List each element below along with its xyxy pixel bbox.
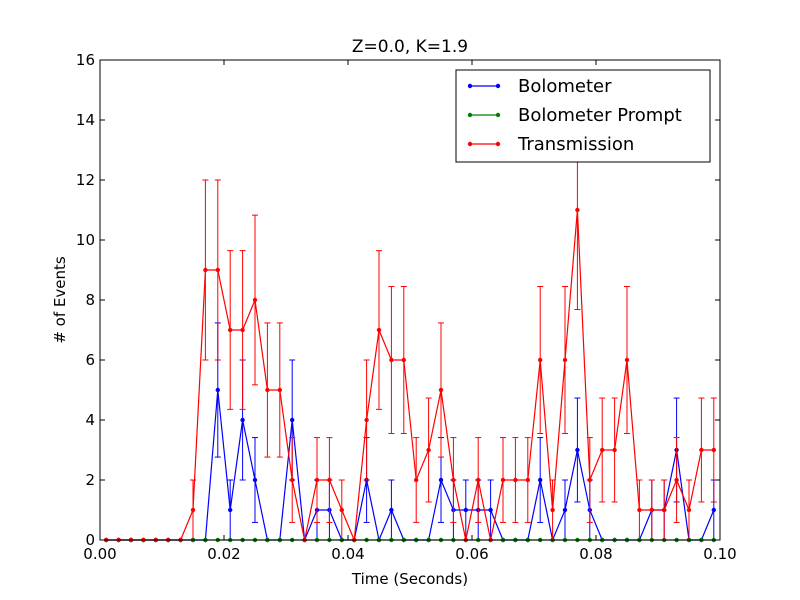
data-point xyxy=(426,447,431,453)
data-point xyxy=(575,447,580,453)
data-point xyxy=(228,507,233,513)
data-point xyxy=(389,507,394,513)
data-point xyxy=(339,507,344,513)
data-point xyxy=(438,387,444,393)
data-point xyxy=(562,507,568,513)
data-point xyxy=(600,447,605,453)
legend-marker xyxy=(467,141,473,147)
data-point xyxy=(215,267,220,273)
series-2 xyxy=(104,110,717,543)
y-tick-label: 6 xyxy=(85,351,95,369)
data-point xyxy=(637,507,642,513)
data-point xyxy=(500,477,506,483)
x-tick-label: 0.04 xyxy=(331,545,364,563)
data-point xyxy=(674,477,679,483)
y-tick-label: 8 xyxy=(85,291,95,309)
data-point xyxy=(525,477,530,483)
data-point xyxy=(711,447,716,453)
data-point xyxy=(699,447,704,453)
data-point xyxy=(438,477,444,483)
data-point xyxy=(277,387,282,393)
legend: Bolometer Bolometer Prompt Transmission xyxy=(455,69,711,163)
legend-marker xyxy=(495,83,501,89)
data-point xyxy=(624,357,630,363)
series-line xyxy=(106,209,714,541)
data-point xyxy=(587,477,592,483)
legend-label: Bolometer Prompt xyxy=(518,105,682,126)
ticks-layer: 0.00 0.02 0.04 0.06 0.08 0.10 0 2 4 6 8 10 12 14 16 xyxy=(76,51,737,563)
data-point xyxy=(463,507,468,513)
data-point xyxy=(364,417,369,423)
series-line xyxy=(106,389,715,543)
legend-marker xyxy=(467,83,473,89)
data-point xyxy=(513,477,518,483)
y-tick-label: 0 xyxy=(85,531,95,549)
data-point xyxy=(376,327,382,333)
data-point xyxy=(538,477,543,483)
chart-title: Z=0.0, K=1.9 xyxy=(352,37,468,57)
y-tick-label: 4 xyxy=(85,411,95,429)
data-point xyxy=(215,387,220,393)
y-tick-label: 16 xyxy=(76,51,95,69)
y-tick-label: 12 xyxy=(76,171,95,189)
data-point xyxy=(290,417,295,423)
data-point xyxy=(711,507,716,513)
data-point xyxy=(327,477,332,483)
x-tick-label: 0.02 xyxy=(207,545,240,563)
y-tick-label: 2 xyxy=(85,471,95,489)
x-tick-label: 0.10 xyxy=(703,545,736,563)
legend-label: Transmission xyxy=(517,134,634,155)
legend-marker xyxy=(467,112,473,118)
data-point xyxy=(662,507,667,513)
data-point xyxy=(290,477,295,483)
data-point xyxy=(414,477,419,483)
x-tick-label: 0.00 xyxy=(83,545,116,563)
x-axis-label: Time (Seconds) xyxy=(351,570,468,588)
data-point xyxy=(240,417,245,423)
legend-marker xyxy=(495,141,501,147)
legend-label: Bolometer xyxy=(518,76,612,97)
data-point xyxy=(488,507,493,513)
x-tick-label: 0.08 xyxy=(579,545,612,563)
data-point xyxy=(389,357,394,363)
data-point xyxy=(314,477,320,483)
data-point xyxy=(686,507,692,513)
data-point xyxy=(228,327,233,333)
data-point xyxy=(612,447,617,453)
series-0 xyxy=(104,322,717,543)
y-axis-label: # of Events xyxy=(51,256,69,344)
y-tick-label: 14 xyxy=(76,111,95,129)
data-point xyxy=(649,507,654,513)
data-point xyxy=(476,477,481,483)
data-point xyxy=(203,267,208,273)
data-point xyxy=(451,477,456,483)
data-point xyxy=(575,207,580,213)
series-layer xyxy=(104,110,717,543)
data-point xyxy=(538,357,543,363)
data-point xyxy=(190,507,196,513)
data-point xyxy=(401,357,406,363)
data-point xyxy=(252,297,258,303)
data-point xyxy=(265,387,270,393)
data-point xyxy=(550,507,555,513)
data-point xyxy=(252,477,258,483)
legend-marker xyxy=(495,112,501,118)
data-point xyxy=(562,357,568,363)
x-tick-label: 0.06 xyxy=(455,545,488,563)
data-point xyxy=(240,327,245,333)
y-tick-label: 10 xyxy=(76,231,95,249)
